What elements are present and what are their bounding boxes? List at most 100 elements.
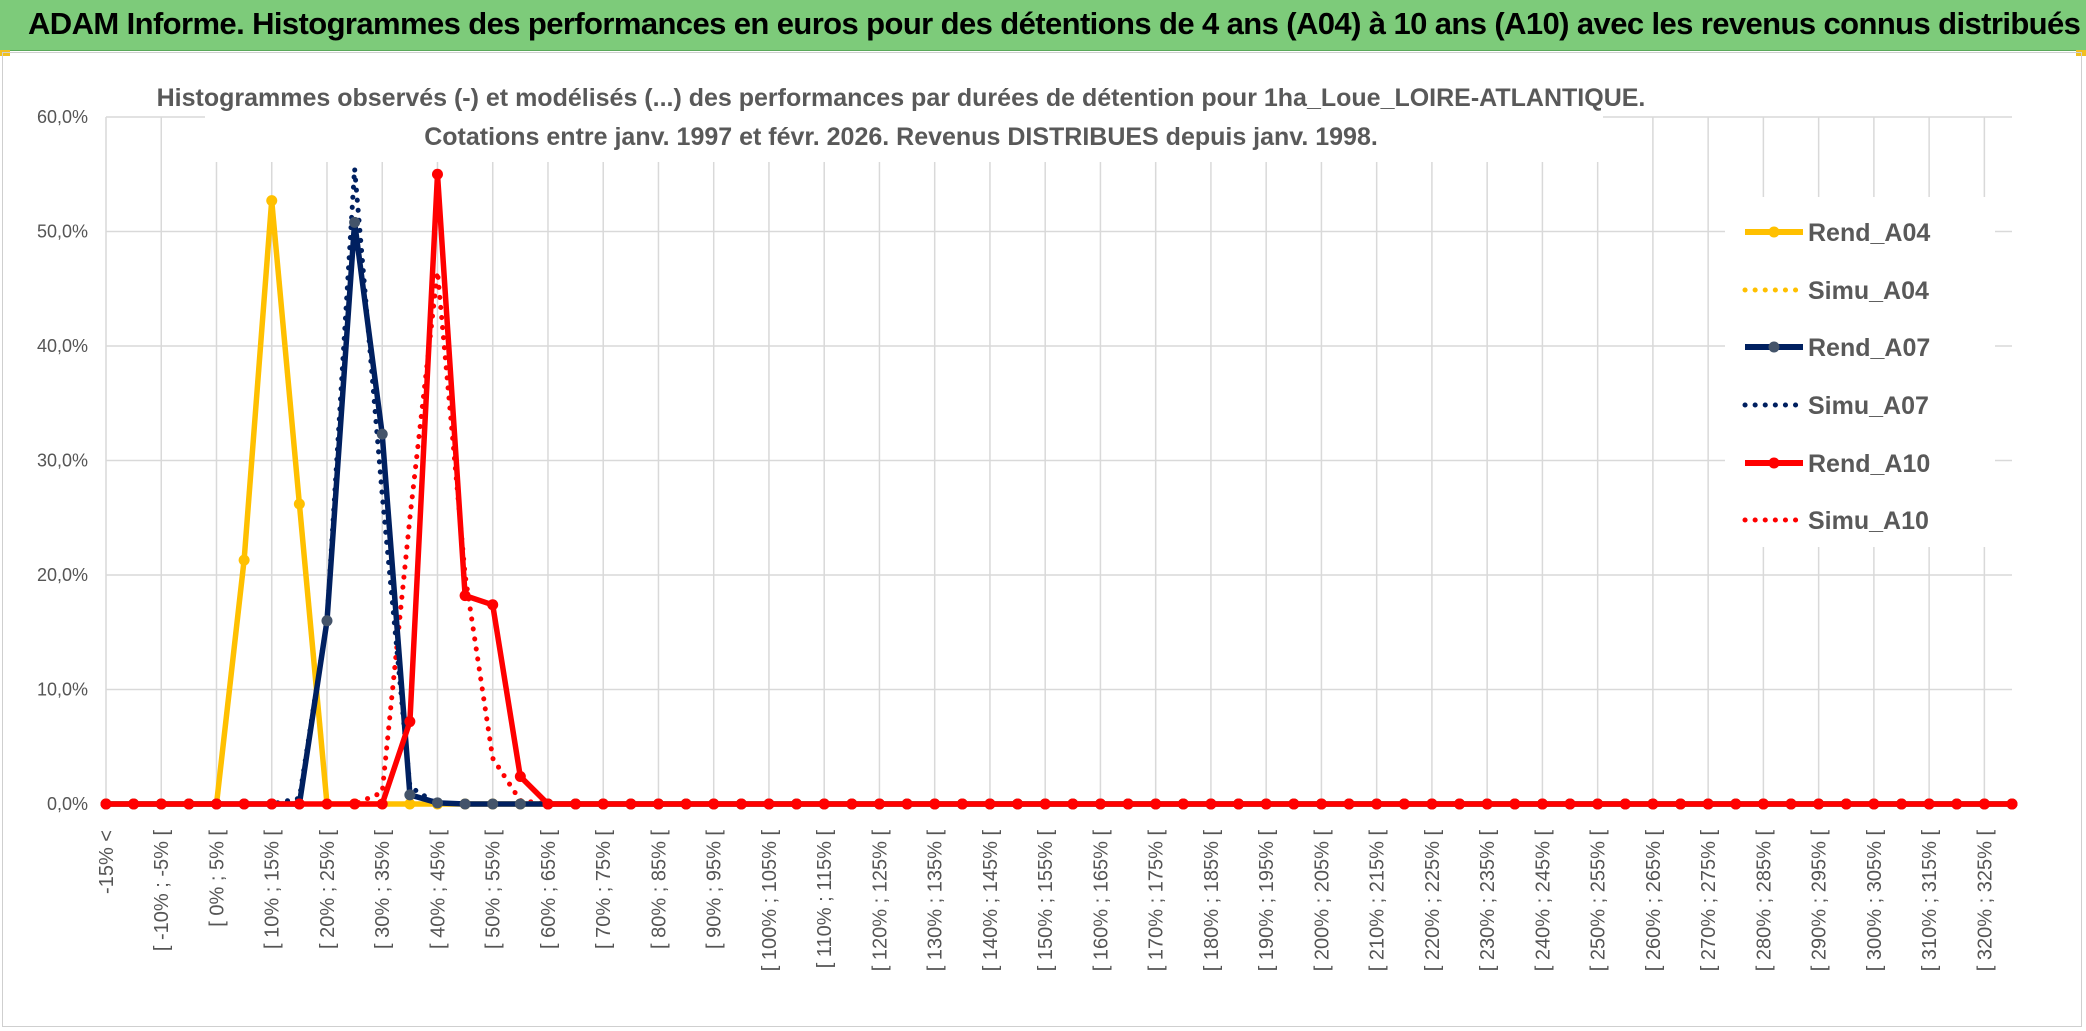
x-tick-label: [ -10% ; -5% [ [151, 830, 173, 952]
data-point-rend_a10 [1785, 798, 1797, 810]
x-tick-label: [ 180% ; 185% [ [1201, 830, 1223, 972]
data-point-rend_a10 [1288, 798, 1300, 810]
x-tick-label: [ 20% ; 25% [ [317, 830, 339, 949]
data-point-rend_a07 [376, 428, 388, 440]
data-point-rend_a10 [459, 590, 471, 602]
data-point-rend_a10 [1122, 798, 1134, 810]
legend-label-simu_a07: Simu_A07 [1808, 392, 1929, 420]
legend-marker [1768, 341, 1780, 353]
data-point-rend_a10 [321, 798, 333, 810]
y-tick-label: 10,0% [37, 680, 88, 700]
data-point-rend_a10 [570, 798, 582, 810]
data-point-rend_a10 [1150, 798, 1162, 810]
data-point-rend_a10 [1481, 798, 1493, 810]
series-lines [100, 166, 2018, 810]
data-point-rend_a10 [404, 716, 416, 728]
chart-frame [2, 52, 2082, 1027]
chart-title-background [205, 76, 1603, 162]
x-tick-label: [ 60% ; 65% [ [538, 830, 560, 949]
data-point-rend_a10 [1398, 798, 1410, 810]
chart-title-line1: Histogrammes observés (-) et modélisés (… [157, 84, 1646, 112]
y-tick-label: 0,0% [47, 794, 88, 814]
data-point-rend_a10 [652, 798, 664, 810]
x-tick-label: [ 120% ; 125% [ [869, 830, 891, 972]
data-point-rend_a10 [1675, 798, 1687, 810]
data-point-rend_a10 [487, 599, 499, 611]
data-point-rend_a10 [873, 798, 885, 810]
data-point-rend_a10 [818, 798, 830, 810]
data-point-rend_a07 [431, 797, 443, 809]
data-point-rend_a10 [2006, 798, 2018, 810]
report-title: ADAM Informe. Histogrammes des performan… [28, 6, 2081, 41]
data-point-rend_a10 [376, 798, 388, 810]
data-point-rend_a10 [708, 798, 720, 810]
x-tick-label: -15% < [96, 830, 118, 894]
y-tick-label: 20,0% [37, 565, 88, 585]
x-tick-label: [ 10% ; 15% [ [262, 830, 284, 949]
data-point-rend_a10 [1509, 798, 1521, 810]
data-point-rend_a10 [1702, 798, 1714, 810]
x-tick-label: [ 140% ; 145% [ [980, 830, 1002, 972]
legend-label-rend_a07: Rend_A07 [1808, 334, 1930, 362]
data-point-rend_a10 [1840, 798, 1852, 810]
data-point-rend_a10 [1012, 798, 1024, 810]
legend-label-rend_a04: Rend_A04 [1808, 219, 1930, 247]
data-point-rend_a10 [763, 798, 775, 810]
data-point-rend_a04 [293, 498, 305, 510]
data-point-rend_a10 [1813, 798, 1825, 810]
data-point-rend_a10 [183, 798, 195, 810]
data-point-rend_a10 [266, 798, 278, 810]
x-tick-label: [ 310% ; 315% [ [1919, 830, 1941, 972]
data-point-rend_a10 [1343, 798, 1355, 810]
data-point-rend_a10 [1039, 798, 1051, 810]
data-point-rend_a10 [901, 798, 913, 810]
data-point-rend_a10 [791, 798, 803, 810]
x-tick-label: [ 260% ; 265% [ [1643, 830, 1665, 972]
data-point-rend_a07 [459, 798, 471, 810]
data-point-rend_a10 [1426, 798, 1438, 810]
data-point-rend_a10 [1923, 798, 1935, 810]
data-point-rend_a10 [100, 798, 112, 810]
header-banner: ADAM Informe. Histogrammes des performan… [0, 0, 2086, 51]
x-tick-label: [ 280% ; 285% [ [1753, 830, 1775, 972]
data-point-rend_a10 [1592, 798, 1604, 810]
y-axis-ticks: 0,0% 10,0% 20,0% 30,0% 40,0% 50,0% 60,0% [37, 107, 88, 814]
x-tick-label: [ 110% ; 115% [ [814, 830, 836, 969]
data-point-rend_a10 [735, 798, 747, 810]
data-point-rend_a10 [210, 798, 222, 810]
data-point-rend_a10 [1454, 798, 1466, 810]
data-point-rend_a10 [680, 798, 692, 810]
data-point-rend_a07 [404, 789, 416, 801]
data-point-rend_a10 [984, 798, 996, 810]
legend-marker [1768, 226, 1780, 238]
data-point-rend_a10 [956, 798, 968, 810]
data-point-rend_a10 [1868, 798, 1880, 810]
data-point-rend_a10 [1094, 798, 1106, 810]
legend: Rend_A04 Simu_A04 Rend_A07 Simu_A07 Rend_A10… [1742, 219, 1930, 535]
x-tick-label: [ 170% ; 175% [ [1146, 830, 1168, 972]
legend-background [1725, 197, 1995, 547]
x-tick-label: [ 230% ; 235% [ [1477, 830, 1499, 972]
x-tick-label: [ 80% ; 85% [ [648, 830, 670, 949]
data-point-rend_a07 [514, 798, 526, 810]
data-point-rend_a10 [431, 168, 443, 180]
legend-label-simu_a04: Simu_A04 [1808, 277, 1929, 305]
data-point-rend_a10 [238, 798, 250, 810]
corner-mark-left [0, 50, 10, 56]
x-tick-label: [ 250% ; 255% [ [1588, 830, 1610, 972]
data-point-rend_a10 [929, 798, 941, 810]
data-point-rend_a10 [1564, 798, 1576, 810]
data-point-rend_a10 [128, 798, 140, 810]
data-point-rend_a10 [1619, 798, 1631, 810]
y-tick-label: 40,0% [37, 336, 88, 356]
data-point-rend_a10 [155, 798, 167, 810]
data-point-rend_a04 [238, 554, 250, 566]
x-tick-label: [ 40% ; 45% [ [427, 830, 449, 949]
x-tick-label: [ 30% ; 35% [ [372, 830, 394, 949]
x-tick-label: [ 240% ; 245% [ [1532, 830, 1554, 972]
x-tick-label: [ 50% ; 55% [ [483, 830, 505, 949]
x-tick-label: [ 320% ; 325% [ [1974, 830, 1996, 972]
x-tick-label: [ 200% ; 205% [ [1311, 830, 1333, 972]
data-point-rend_a10 [1536, 798, 1548, 810]
data-point-rend_a04 [404, 798, 416, 810]
